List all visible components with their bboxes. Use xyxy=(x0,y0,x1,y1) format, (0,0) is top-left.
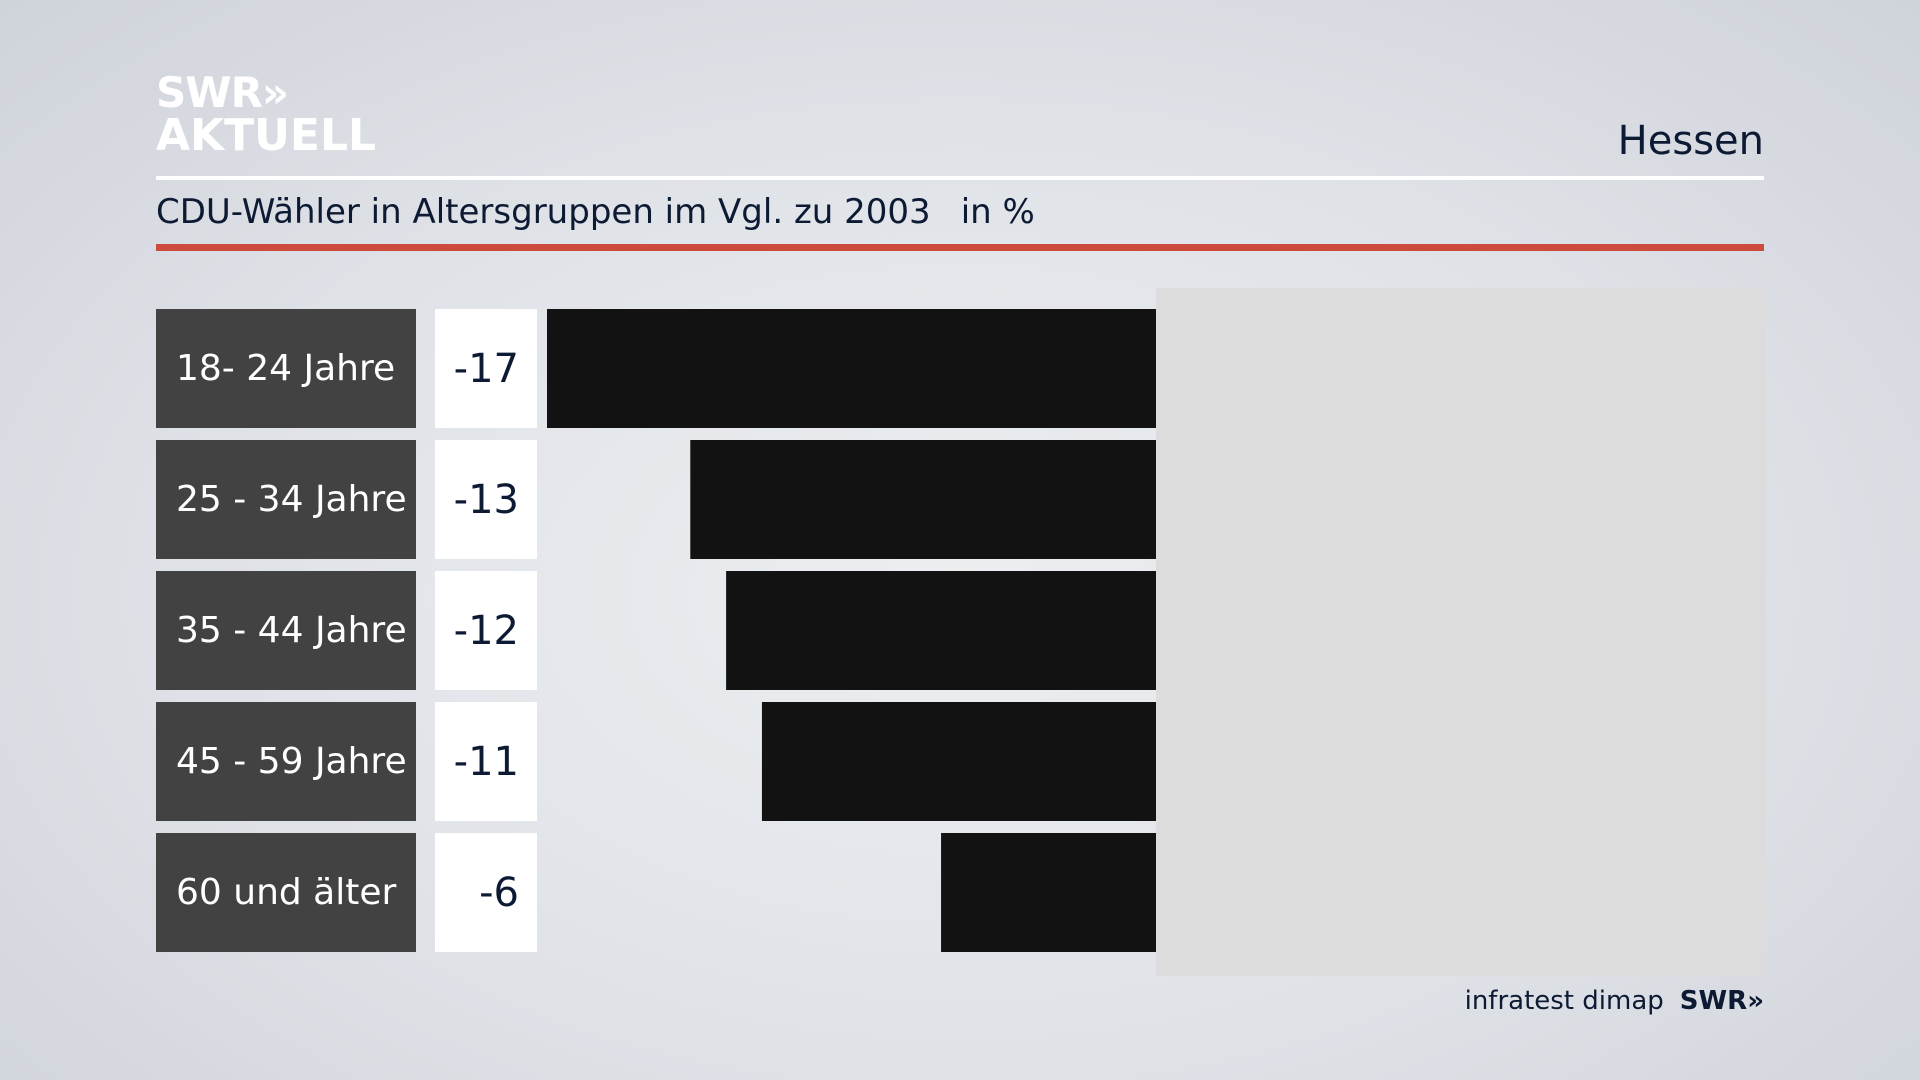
logo-line-2: AKTUELL xyxy=(156,110,377,161)
bar xyxy=(941,833,1156,952)
positive-area-panel xyxy=(1156,288,1766,976)
source-broadcaster: SWR» xyxy=(1679,986,1764,1016)
chart-title-text: CDU-Wähler in Altersgruppen im Vgl. zu 2… xyxy=(156,192,931,232)
value-label: -11 xyxy=(435,702,537,821)
bar xyxy=(761,702,1156,821)
value-label: -17 xyxy=(435,309,537,428)
header-divider xyxy=(156,176,1764,180)
chart-unit: in % xyxy=(960,192,1035,232)
title-accent-rule xyxy=(156,244,1764,251)
category-label: 25 - 34 Jahre xyxy=(156,440,416,559)
value-label: -6 xyxy=(435,833,537,952)
category-label: 18- 24 Jahre xyxy=(156,309,416,428)
value-label: -13 xyxy=(435,440,537,559)
source-credit: infratest dimap SWR» xyxy=(1465,986,1764,1016)
category-label: 45 - 59 Jahre xyxy=(156,702,416,821)
value-label: -12 xyxy=(435,571,537,690)
bar xyxy=(690,440,1156,559)
category-label: 35 - 44 Jahre xyxy=(156,571,416,690)
region-label: Hessen xyxy=(1617,118,1764,164)
category-label: 60 und älter xyxy=(156,833,416,952)
chart-title: CDU-Wähler in Altersgruppen im Vgl. zu 2… xyxy=(156,192,1035,232)
source-institute: infratest dimap xyxy=(1464,986,1664,1016)
logo-line-1: SWR» xyxy=(156,68,289,117)
bar xyxy=(547,309,1156,428)
swr-aktuell-logo: SWR» AKTUELL xyxy=(156,72,376,158)
bar xyxy=(726,571,1156,690)
